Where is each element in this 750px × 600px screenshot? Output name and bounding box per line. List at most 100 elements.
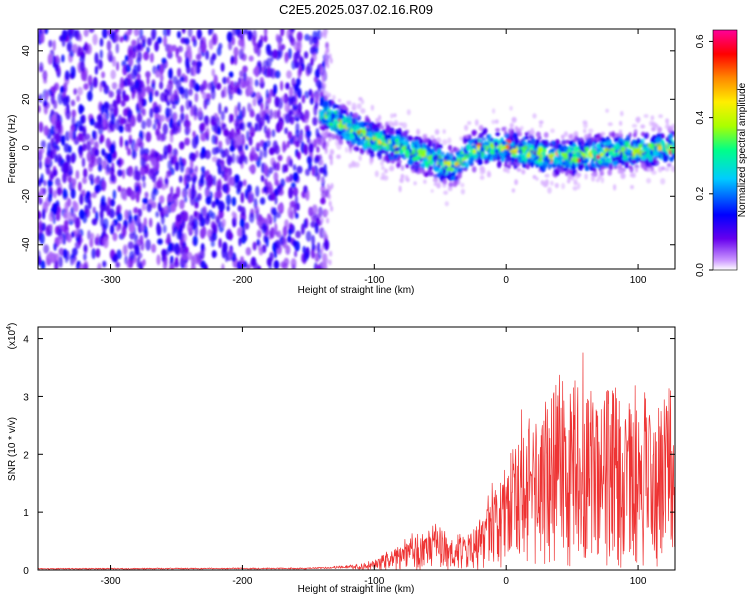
spectrogram-cell [334,120,339,125]
spectrogram-cell [159,73,164,83]
spectrogram-cell [536,150,541,157]
spectrogram-cell [149,52,154,63]
spectrogram-cell [618,120,623,126]
spectrogram-cell [304,33,310,41]
spectrogram-cell [503,167,508,173]
spectrogram-cell [310,221,317,228]
spectrogram-cell [192,235,198,247]
spectrogram-cell [336,154,341,159]
spectrogram-cell [259,76,264,84]
spectrogram-cell [584,142,590,147]
spectrogram-cell [119,36,124,43]
spectrogram-cell [617,164,623,170]
spectrogram-cell [204,149,211,160]
spectrogram-cell [304,125,310,132]
spectrogram-cell [152,123,157,130]
spectrogram-cell [87,74,93,86]
spectrogram-cell [524,135,529,140]
spectrogram-cell [282,225,288,237]
spectrogram-cell [513,147,518,154]
spectrogram-cell [178,227,182,238]
spectrogram-cell [323,94,329,101]
spectrogram-cell [640,138,645,144]
spectrogram-cell [375,140,379,148]
spectrogram-cell [656,132,661,138]
spectrogram-cell [305,230,312,242]
spectrogram-cell [58,235,63,245]
spectrogram-cell [79,61,85,72]
spectrogram-cell [39,232,45,245]
spectrogram-cell [168,195,174,203]
spectrogram-cell [110,170,115,181]
spectrogram-cell [169,133,174,143]
spectrogram-cell [118,158,125,166]
spectrogram-cell [75,120,81,128]
spectrogram-cell [78,103,84,115]
spectrogram-cell [574,157,578,164]
spectrogram-cell [189,158,194,171]
spectrogram-cell [185,99,191,110]
spectrogram-cell [264,178,268,186]
spectrogram-cell [254,122,258,132]
spectrogram-cell [401,145,407,151]
spectrogram-cell [276,161,280,171]
spectrogram-cell [179,199,185,210]
spectrogram-cell [563,167,567,172]
spectrogram-cell [178,175,183,183]
spectrogram-cell [661,133,665,139]
spectrogram-cell [141,203,147,211]
spectrogram-cell [274,70,281,79]
spectrogram-cell [122,34,128,41]
snr-multiplier-close: ) [7,323,18,326]
spectrogram-cell [353,112,359,119]
spectrogram-cell [327,132,332,138]
spectrogram-cell [234,105,239,118]
spectrogram-cell [97,59,103,70]
spectrogram-cell [316,146,320,153]
spectrogram-cell [48,39,53,48]
spectrogram-cell [112,100,119,108]
spectrogram-cell [561,139,567,146]
spectrogram-cell [52,39,56,51]
spectrogram-cell [83,243,88,254]
spectrogram-cell [297,151,301,160]
spectrogram-cell [135,191,140,203]
spectrogram-cell [109,224,115,235]
spectrogram-cell [567,152,573,159]
spectrogram-cell [238,39,242,47]
spectrogram-cell [157,121,161,130]
spectrogram-cell [210,240,215,247]
spectrogram-cell [312,36,318,45]
spectrogram-frame [37,28,676,270]
snr-x-tick-label: -300 [101,576,121,587]
spectrogram-cell [367,149,372,154]
spectrogram-cell [201,134,207,142]
spectrogram-cell [166,84,171,91]
spectrogram-cell [141,222,145,232]
spectrogram-cell [173,196,179,208]
spectrogram-cell [284,163,289,173]
spectrogram-cell [287,48,292,60]
spectrogram-cell [131,68,137,80]
spectrogram-cell [311,243,316,251]
spectrogram-cell [460,182,465,188]
spectrogram-cell [330,112,336,120]
spectrogram-cell [161,57,167,64]
spectrogram-cell [191,65,197,77]
spectrogram-x-tick-label: 100 [630,275,647,286]
spectrogram-cell [563,160,569,167]
spectrogram-cell [48,251,53,261]
spectrogram-cell [341,128,346,133]
spectrogram-cell [330,154,333,161]
spectrogram-cell [76,95,80,102]
spectrogram-cell [448,181,453,188]
spectrogram-cell [151,201,157,209]
spectrogram-cell [170,156,174,165]
spectrogram-cell [670,165,675,173]
spectrogram-cell [231,29,237,37]
spectrogram-cell [288,109,294,116]
spectrogram-cell [93,177,100,185]
spectrogram-cell [185,174,192,183]
spectrogram-cell [537,134,541,140]
spectrogram-cell [205,127,210,139]
